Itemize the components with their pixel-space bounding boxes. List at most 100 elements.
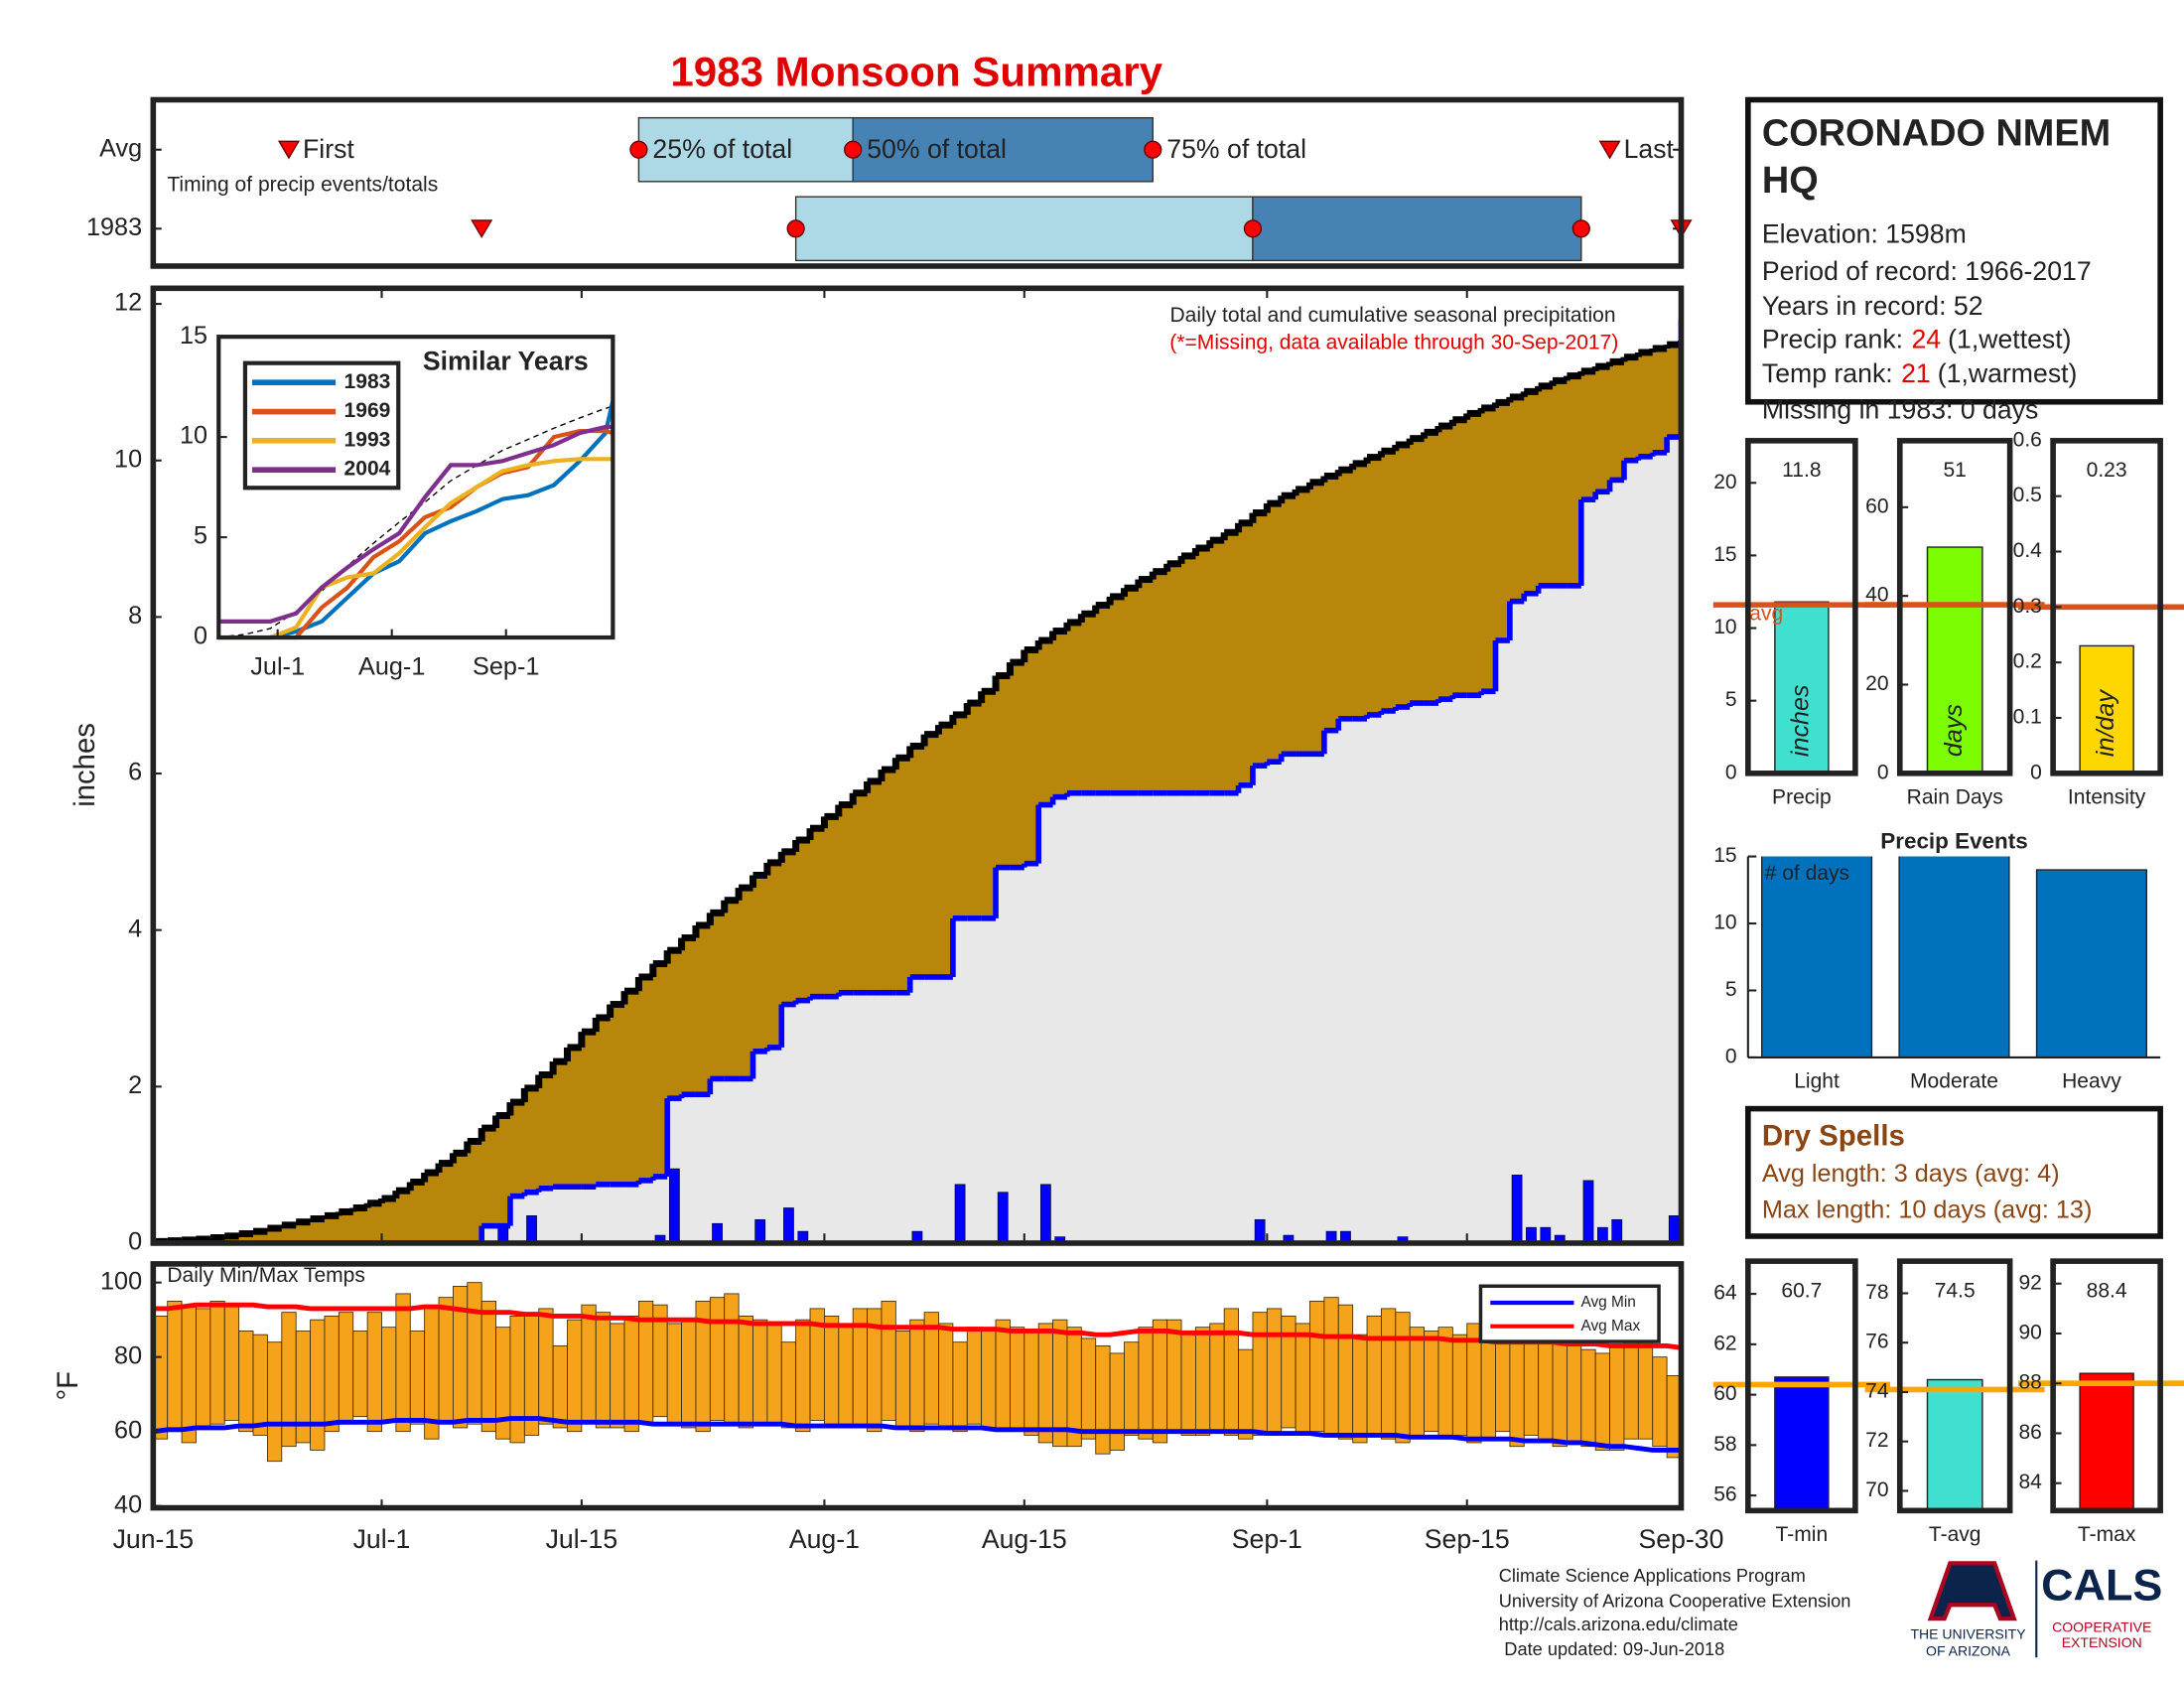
- area-below: [1524, 593, 1540, 1243]
- daily-bar: [1668, 1215, 1680, 1243]
- station-name: HQ: [1762, 160, 1819, 202]
- temp-range-bar: [738, 1315, 753, 1429]
- temp-range-bar: [181, 1304, 197, 1444]
- x-axis-label: Rain Days: [1907, 786, 2003, 809]
- logo-text: CALS: [2041, 1560, 2162, 1610]
- area-deficit: [638, 976, 654, 1181]
- y-tick-label: 74: [1865, 1380, 1889, 1403]
- temp-range-bar: [1180, 1330, 1196, 1436]
- precip-rank: Precip rank: 24 (1,wettest): [1762, 324, 2072, 353]
- y-tick-label: 40: [114, 1490, 142, 1518]
- y-tick-label: 20: [1713, 471, 1736, 493]
- bar: [2079, 644, 2134, 774]
- x-axis-label: T-max: [2078, 1523, 2136, 1546]
- value-label: 60.7: [1781, 1279, 1822, 1302]
- quartile-box: [1252, 196, 1582, 262]
- temp-range-bar: [981, 1330, 997, 1429]
- station-elevation: Elevation: 1598m: [1762, 218, 1967, 248]
- area-below: [1195, 792, 1211, 1243]
- temp-range-bar: [196, 1308, 211, 1429]
- x-axis-label: Intensity: [2068, 786, 2146, 809]
- area-below: [1410, 703, 1426, 1243]
- x-tick-label: Sep-1: [1232, 1524, 1302, 1554]
- area-deficit: [1481, 407, 1497, 692]
- temp-range-bar: [1623, 1341, 1639, 1440]
- area-below: [1466, 695, 1482, 1243]
- area-deficit: [610, 1004, 625, 1185]
- area-deficit: [881, 770, 897, 993]
- temp-range-bar: [1024, 1330, 1039, 1436]
- area-deficit: [238, 1233, 254, 1243]
- area-deficit: [339, 1211, 354, 1243]
- temp-range-bar: [724, 1293, 740, 1425]
- y-tick-label: 10: [180, 422, 207, 450]
- daily-bar: [1554, 1234, 1566, 1243]
- y-tick-label: 0: [1725, 1046, 1737, 1068]
- area-deficit: [824, 816, 840, 997]
- x-tick-label: Aug-1: [789, 1524, 860, 1554]
- area-below: [1238, 784, 1254, 1243]
- area-deficit: [395, 1191, 411, 1243]
- area-deficit: [1381, 451, 1397, 711]
- area-deficit: [495, 1115, 511, 1226]
- area-below: [624, 1184, 640, 1243]
- series-line: [218, 424, 614, 624]
- area-deficit: [1153, 571, 1168, 793]
- area-deficit: [996, 675, 1012, 868]
- quartile-marker: [1243, 219, 1263, 238]
- area-below: [1437, 699, 1454, 1243]
- daily-bar: [654, 1234, 666, 1243]
- area-deficit: [624, 991, 640, 1185]
- area-below: [538, 1188, 554, 1243]
- area-deficit: [1466, 413, 1482, 696]
- area-below: [996, 867, 1012, 1243]
- event-marker: [1598, 140, 1621, 160]
- area-deficit: [1395, 444, 1411, 708]
- legend-box: [1478, 1284, 1661, 1343]
- area-below: [1424, 703, 1439, 1243]
- area-deficit: [481, 1128, 497, 1226]
- temp-range-bar: [480, 1300, 496, 1433]
- quartile-box: [794, 196, 1254, 262]
- legend-label: 1993: [344, 428, 391, 451]
- temp-range-bar: [780, 1341, 797, 1429]
- station-period: Period of record: 1966-2017: [1762, 256, 2092, 286]
- daily-bar: [712, 1222, 723, 1243]
- dry-spells-box: [1745, 1105, 2163, 1239]
- area-below: [1567, 585, 1582, 1243]
- area-below: [1095, 792, 1111, 1243]
- area-deficit: [681, 937, 697, 1095]
- series-line: [218, 400, 615, 640]
- area-deficit: [739, 888, 754, 1079]
- quartile-marker: [629, 140, 648, 159]
- temp-range-bar: [1209, 1323, 1225, 1433]
- area-below: [1010, 867, 1025, 1243]
- area-below: [1667, 437, 1682, 1243]
- x-tick-label: Jul-15: [546, 1524, 618, 1554]
- y-tick-label: 0: [128, 1228, 142, 1256]
- area-deficit: [367, 1202, 383, 1243]
- area-below: [1138, 792, 1154, 1243]
- y-tick-label: 5: [194, 522, 207, 550]
- area-below: [1652, 452, 1668, 1243]
- temp-range-bar: [509, 1315, 525, 1444]
- temp-range-bar: [438, 1297, 454, 1421]
- average-line: [153, 1302, 1682, 1350]
- area-deficit: [1195, 548, 1211, 793]
- temp-range-bar: [1637, 1334, 1654, 1440]
- plot-frame: [150, 96, 1685, 269]
- temp-range-bar: [838, 1327, 854, 1425]
- average-label: avg: [1749, 602, 1783, 625]
- area-deficit: [1138, 579, 1154, 793]
- value-label: 74.5: [1935, 1279, 1976, 1302]
- temp-range-bar: [995, 1319, 1011, 1433]
- area-below: [553, 1187, 569, 1243]
- area-below: [824, 996, 840, 1243]
- area-deficit: [1580, 370, 1596, 500]
- value-label: 0.23: [2087, 459, 2127, 482]
- bar: [2079, 1372, 2134, 1512]
- daily-bar: [1582, 1180, 1594, 1243]
- x-tick-label: Jun-15: [113, 1524, 194, 1554]
- area-deficit: [1124, 588, 1140, 793]
